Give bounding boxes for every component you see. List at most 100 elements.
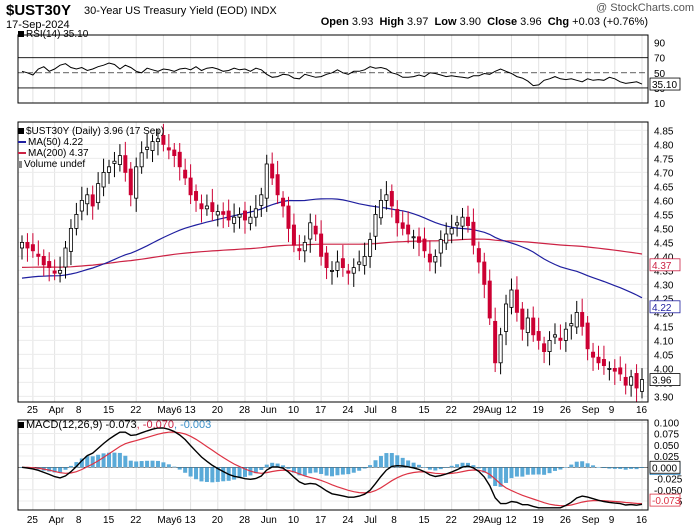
open-value: 3.93 bbox=[351, 16, 374, 28]
macd-hist-bar bbox=[52, 467, 57, 473]
macd-tick-label: 0.050 bbox=[654, 441, 679, 452]
macd-hist-bar bbox=[155, 460, 160, 468]
macd-hist-bar bbox=[183, 467, 188, 473]
volume-swatch-icon bbox=[18, 160, 22, 168]
price-tick-label: 4.60 bbox=[654, 196, 674, 207]
ticker-symbol: $UST30Y bbox=[6, 2, 72, 19]
macd-hist-bar bbox=[199, 467, 204, 482]
macd-hist-bar bbox=[286, 467, 291, 469]
low-value: 3.90 bbox=[459, 16, 481, 28]
macd-hist-bar bbox=[313, 467, 318, 473]
macd-hist-bar bbox=[324, 467, 329, 476]
macd-panel-frame bbox=[17, 419, 649, 511]
macd-hist-bar bbox=[634, 467, 639, 470]
macd-hist-bar bbox=[74, 462, 79, 468]
macd-hist-bar bbox=[422, 467, 427, 468]
macd-x-label: 19 bbox=[533, 515, 545, 526]
rsi-legend: RSI(14) 35.10 bbox=[18, 29, 88, 40]
macd-hist-bar bbox=[389, 453, 394, 468]
rsi-line bbox=[21, 62, 643, 87]
macd-x-label: 17 bbox=[315, 515, 327, 526]
macd-x-label: 9 bbox=[609, 515, 615, 526]
macd-hist-bar bbox=[531, 467, 536, 475]
macd-hist-bar bbox=[493, 467, 498, 487]
macd-hist-bar bbox=[204, 467, 209, 482]
macd-current-tag-box bbox=[649, 460, 681, 474]
macd-hist-bar bbox=[150, 460, 155, 468]
price-candle bbox=[319, 233, 324, 257]
price-x-label: 17 bbox=[315, 405, 327, 416]
low-label: Low bbox=[434, 16, 457, 28]
macd-hist-bar bbox=[596, 466, 601, 468]
macd-x-label: 28 bbox=[239, 515, 251, 526]
macd-x-label: 15 bbox=[418, 515, 430, 526]
price-candle bbox=[476, 248, 481, 263]
price-x-label: Jun bbox=[261, 405, 277, 416]
macd-hist-bar bbox=[629, 467, 634, 469]
macd-hist-bar bbox=[558, 467, 563, 470]
macd-hist-bar bbox=[542, 467, 547, 475]
price-candle bbox=[155, 138, 160, 143]
price-legend: $UST30Y (Daily) 3.96 (17 Sep) bbox=[18, 126, 164, 137]
price-candle bbox=[427, 253, 432, 263]
macd-hist-bar bbox=[297, 467, 302, 476]
price-current-tag: 4.37 bbox=[652, 261, 672, 272]
macd-x-label: 22 bbox=[130, 515, 142, 526]
macd-x-label: 20 bbox=[212, 515, 224, 526]
price-candle bbox=[574, 311, 579, 328]
price-x-label: Apr bbox=[49, 405, 65, 416]
price-candle bbox=[329, 269, 334, 272]
macd-legend-hist: , -0.003 bbox=[173, 419, 212, 431]
price-candle bbox=[335, 261, 340, 271]
price-candle bbox=[281, 197, 286, 207]
price-candle bbox=[618, 367, 623, 375]
price-candle bbox=[373, 213, 378, 237]
price-tick-label: 4.45 bbox=[654, 238, 674, 249]
macd-legend: MACD(12,26,9) -0.073, -0.070, -0.003 bbox=[18, 419, 211, 431]
macd-line bbox=[21, 427, 643, 509]
price-x-label: 26 bbox=[560, 405, 572, 416]
price-candle bbox=[438, 239, 443, 254]
macd-hist-bar bbox=[134, 461, 139, 468]
price-candle bbox=[640, 379, 645, 392]
price-tick-label: 4.05 bbox=[654, 350, 674, 361]
macd-hist-bar bbox=[607, 467, 612, 469]
macd-hist-bar bbox=[166, 464, 171, 468]
price-candle bbox=[384, 194, 389, 201]
chg-value: +0.03 (+0.76%) bbox=[572, 16, 648, 28]
high-label: High bbox=[379, 16, 404, 28]
rsi-current-tag-box bbox=[649, 77, 681, 91]
macd-hist-bar bbox=[520, 467, 525, 477]
rsi-tick-label: 50 bbox=[654, 69, 666, 80]
macd-x-label: 24 bbox=[342, 515, 354, 526]
price-candle bbox=[449, 227, 454, 235]
macd-hist-bar bbox=[351, 467, 356, 473]
price-candle bbox=[232, 216, 237, 224]
price-candle bbox=[194, 191, 199, 201]
price-tick-label: 4.15 bbox=[654, 322, 674, 333]
volume-legend: Volume undef bbox=[18, 159, 85, 170]
price-candle bbox=[504, 303, 509, 332]
macd-x-label: 22 bbox=[446, 515, 458, 526]
price-candle bbox=[79, 199, 84, 212]
ma50-swatch-icon bbox=[18, 141, 26, 144]
price-candle bbox=[128, 168, 133, 196]
macd-hist-bar bbox=[291, 467, 296, 473]
price-candle bbox=[63, 247, 68, 268]
macd-hist-bar bbox=[221, 467, 226, 482]
price-candle bbox=[340, 258, 345, 269]
macd-hist-bar bbox=[406, 460, 411, 468]
macd-hist-bar bbox=[259, 467, 264, 470]
price-current-tag-box bbox=[649, 258, 681, 272]
macd-hist-bar bbox=[591, 465, 596, 468]
macd-hist-bar bbox=[482, 467, 487, 473]
macd-hist-bar bbox=[417, 464, 422, 468]
price-candle bbox=[629, 376, 634, 386]
macd-x-label: 15 bbox=[103, 515, 115, 526]
macd-legend-signal: , -0.070 bbox=[136, 419, 174, 431]
macd-hist-bar bbox=[411, 462, 416, 468]
price-candle bbox=[389, 191, 394, 207]
price-x-label: 15 bbox=[418, 405, 430, 416]
macd-hist-bar bbox=[232, 467, 237, 480]
